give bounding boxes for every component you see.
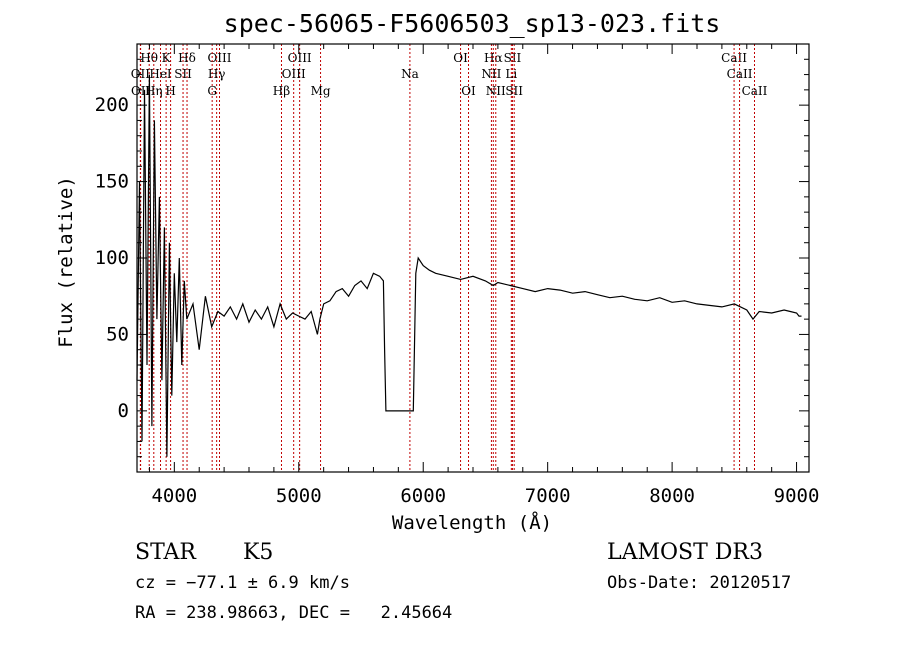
- line-label-12: Hγ: [208, 67, 226, 81]
- redshift-text: cz = −77.1 ± 6.9 km/s: [135, 573, 350, 593]
- y-tick-label-0: 0: [118, 400, 129, 422]
- x-tick-label-4: 8000: [649, 485, 695, 507]
- line-label-18: OII: [131, 84, 151, 98]
- line-label-23: Mg: [311, 84, 331, 98]
- chart-title: spec-56065-F5606503_sp13-023.fits: [224, 9, 721, 38]
- coordinates: RA = 238.98663, DEC = 2.45664: [135, 603, 453, 623]
- plot-frame: [136, 43, 810, 473]
- x-tick-label-5: 9000: [774, 485, 820, 507]
- line-label-1: K: [162, 51, 172, 65]
- line-label-19: Hη: [145, 84, 163, 98]
- object-class: STAR: [135, 540, 196, 565]
- x-axis-label: Wavelength (Å): [392, 511, 552, 534]
- line-label-16: Li: [505, 67, 517, 81]
- line-label-11: SII: [174, 67, 192, 81]
- x-tick-label-1: 5000: [276, 485, 322, 507]
- line-label-10: HeI: [149, 67, 172, 81]
- series-line-flux: [136, 74, 802, 457]
- line-label-15: NII: [481, 67, 501, 81]
- x-tick-label-0: 4000: [151, 485, 197, 507]
- line-label-0: Hθ: [140, 51, 158, 65]
- y-tick-label-4: 200: [95, 94, 129, 116]
- line-label-22: Hβ: [273, 84, 290, 98]
- y-tick-label-1: 50: [106, 323, 129, 345]
- y-tick-label-3: 150: [95, 171, 129, 193]
- y-axis-label: Flux (relative): [55, 176, 77, 348]
- object-subclass: K5: [243, 540, 274, 565]
- line-label-7: SII: [504, 51, 522, 65]
- line-label-20: H: [165, 84, 175, 98]
- line-label-26: SII: [505, 84, 523, 98]
- y-tick-label-2: 100: [95, 247, 129, 269]
- x-tick-label-3: 7000: [525, 485, 571, 507]
- x-axis: 4000 5000 6000 7000 8000 9000: [148, 44, 820, 507]
- line-label-14: Na: [401, 67, 419, 81]
- line-label-3: OIII: [207, 51, 231, 65]
- survey-name: LAMOST DR3: [607, 540, 763, 565]
- y-axis: 0 50 100 150 200: [95, 58, 809, 458]
- line-label-2: Hδ: [178, 51, 196, 65]
- line-label-24: OI: [461, 84, 476, 98]
- line-label-27: CaII: [742, 84, 768, 98]
- line-label-4: OIII: [288, 51, 312, 65]
- line-label-17: CaII: [727, 67, 753, 81]
- line-label-5: OI: [453, 51, 468, 65]
- line-label-21: G: [207, 84, 217, 98]
- line-label-6: Hα: [484, 51, 503, 65]
- line-label-25: NII: [486, 84, 506, 98]
- line-label-8: CaII: [721, 51, 747, 65]
- obs-date: Obs-Date: 20120517: [607, 573, 792, 593]
- x-tick-label-2: 6000: [400, 485, 446, 507]
- line-label-13: OIII: [282, 67, 306, 81]
